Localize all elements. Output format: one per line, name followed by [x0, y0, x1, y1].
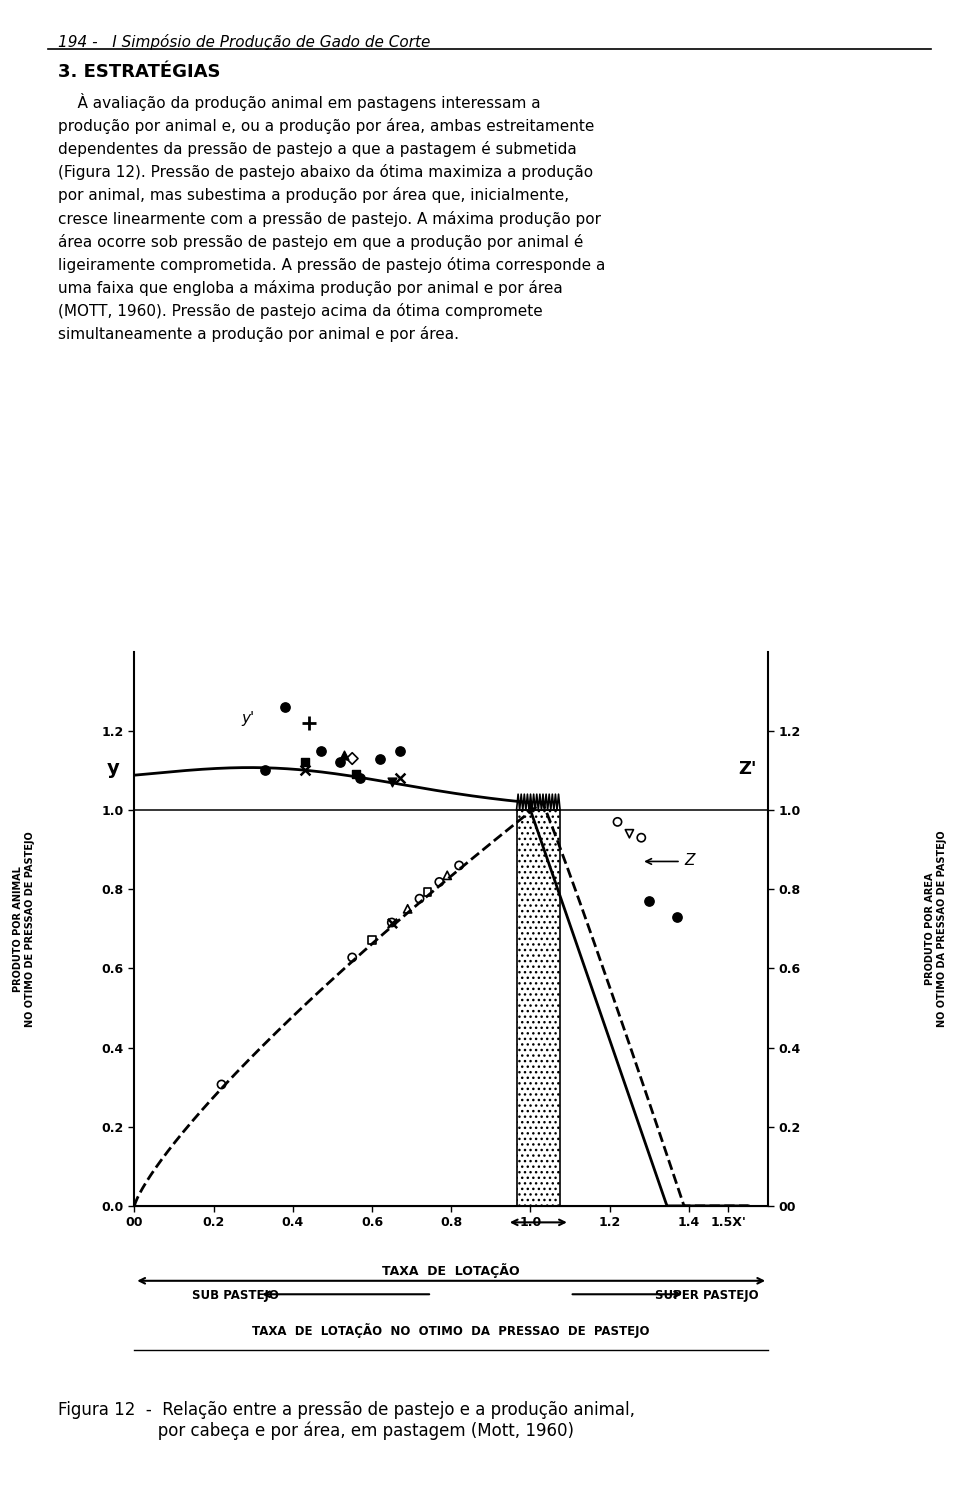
Point	[345, 945, 360, 969]
Point	[622, 822, 637, 846]
Point	[392, 739, 407, 762]
Point	[277, 695, 293, 719]
Point	[392, 767, 407, 791]
Text: SUPER PASTEJO: SUPER PASTEJO	[655, 1290, 758, 1302]
Point	[214, 1073, 229, 1097]
Text: y': y'	[241, 712, 254, 727]
Text: TAXA  DE  LOTAÇÃO  NO  OTIMO  DA  PRESSAO  DE  PASTEJO: TAXA DE LOTAÇÃO NO OTIMO DA PRESSAO DE P…	[252, 1323, 650, 1338]
Point	[384, 770, 399, 794]
Text: 194 -   I Simpósio de Produção de Gado de Corte: 194 - I Simpósio de Produção de Gado de …	[58, 34, 430, 51]
Point	[669, 905, 684, 929]
Text: PRODUTO POR AREA
NO OTIMO DA PRESSAO DE PASTEJO: PRODUTO POR AREA NO OTIMO DA PRESSAO DE …	[925, 830, 947, 1028]
Point	[634, 825, 649, 849]
Point	[297, 758, 312, 782]
Point	[345, 746, 360, 770]
Point	[301, 712, 317, 736]
Point	[372, 746, 388, 770]
Point	[365, 927, 380, 951]
Point	[432, 870, 447, 894]
Text: SUB PASTEJO: SUB PASTEJO	[192, 1290, 278, 1302]
Text: Figura 12  -  Relação entre a pressão de pastejo e a produção animal,
          : Figura 12 - Relação entre a pressão de p…	[58, 1401, 635, 1440]
Point	[451, 854, 467, 878]
Text: 3. ESTRATÉGIAS: 3. ESTRATÉGIAS	[58, 63, 220, 81]
Point	[400, 897, 416, 921]
Text: y: y	[107, 759, 119, 779]
Text: PRODUTO POR ANIMAL
NO OTIMO DE PRESSAO DE PASTEJO: PRODUTO POR ANIMAL NO OTIMO DE PRESSAO D…	[13, 831, 35, 1026]
Point	[352, 767, 368, 791]
Point	[384, 911, 399, 935]
Point	[333, 750, 348, 774]
Point	[297, 750, 312, 774]
Point	[384, 911, 399, 935]
Point	[337, 743, 352, 767]
Point	[440, 863, 455, 887]
Point	[610, 810, 625, 834]
Text: Z': Z'	[738, 761, 756, 779]
Text: À avaliação da produção animal em pastagens interessam a
produção por animal e, : À avaliação da produção animal em pastag…	[58, 93, 605, 343]
Bar	[516, 810, 560, 1206]
Point	[420, 879, 435, 903]
Point	[348, 762, 364, 786]
Point	[313, 739, 328, 762]
Text: Z: Z	[684, 854, 695, 869]
Point	[257, 758, 273, 782]
Point	[412, 887, 427, 911]
Text: TAXA  DE  LOTAÇÃO: TAXA DE LOTAÇÃO	[382, 1263, 520, 1278]
Point	[641, 890, 657, 914]
